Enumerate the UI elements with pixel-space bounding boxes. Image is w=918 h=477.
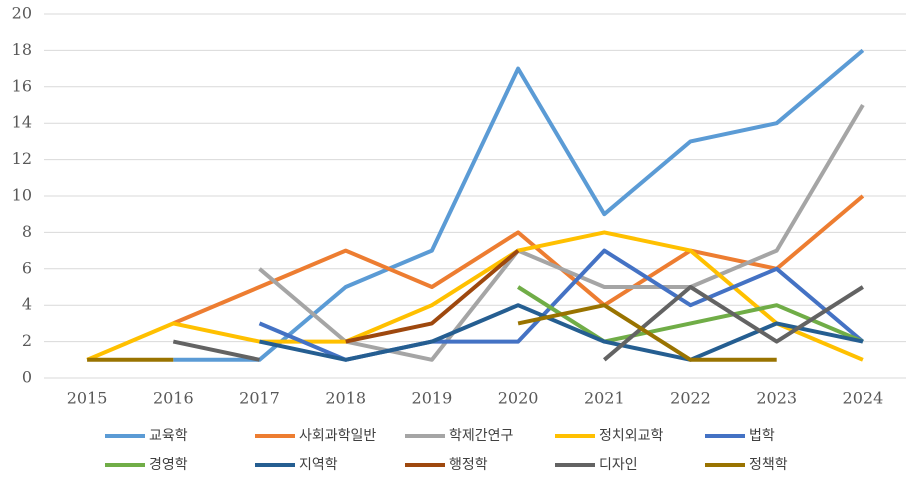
y-tick-label: 14 xyxy=(12,113,32,132)
series-line xyxy=(517,285,864,344)
legend-label: 정치외교학 xyxy=(599,428,664,444)
y-tick-label: 18 xyxy=(12,40,32,59)
y-tick-label: 20 xyxy=(12,4,32,23)
x-tick-label: 2024 xyxy=(843,389,884,408)
y-tick-label: 12 xyxy=(12,149,32,168)
x-tick-label: 2018 xyxy=(325,389,366,408)
legend-label: 사회과학일반 xyxy=(299,428,376,444)
legend-label: 행정학 xyxy=(449,457,488,473)
y-tick-label: 2 xyxy=(22,331,32,350)
x-tick-label: 2017 xyxy=(239,389,280,408)
x-tick-label: 2015 xyxy=(67,389,108,408)
legend-label: 디자인 xyxy=(599,457,638,473)
x-tick-label: 2021 xyxy=(584,389,625,408)
x-tick-label: 2023 xyxy=(756,389,797,408)
x-tick-label: 2020 xyxy=(498,389,539,408)
legend-label: 정책학 xyxy=(749,457,788,473)
series-line xyxy=(172,285,864,362)
legend-label: 경영학 xyxy=(149,457,188,473)
legend-label: 법학 xyxy=(749,428,775,444)
legend-label: 교육학 xyxy=(149,428,188,444)
y-tick-label: 16 xyxy=(12,76,32,95)
series-line xyxy=(173,48,865,362)
y-tick-label: 8 xyxy=(22,222,32,241)
y-tick-label: 6 xyxy=(22,258,32,277)
series-line xyxy=(345,249,520,344)
legend-label: 학제간연구 xyxy=(449,428,514,444)
series-line xyxy=(259,303,864,362)
x-tick-label: 2022 xyxy=(670,389,711,408)
y-tick-label: 4 xyxy=(22,295,32,314)
series-line xyxy=(258,103,865,362)
y-tick-label: 10 xyxy=(12,186,32,205)
series-line xyxy=(87,303,777,362)
legend-label: 지역학 xyxy=(299,457,338,473)
x-tick-label: 2019 xyxy=(412,389,453,408)
x-tick-label: 2016 xyxy=(153,389,194,408)
y-tick-label: 0 xyxy=(22,368,32,387)
